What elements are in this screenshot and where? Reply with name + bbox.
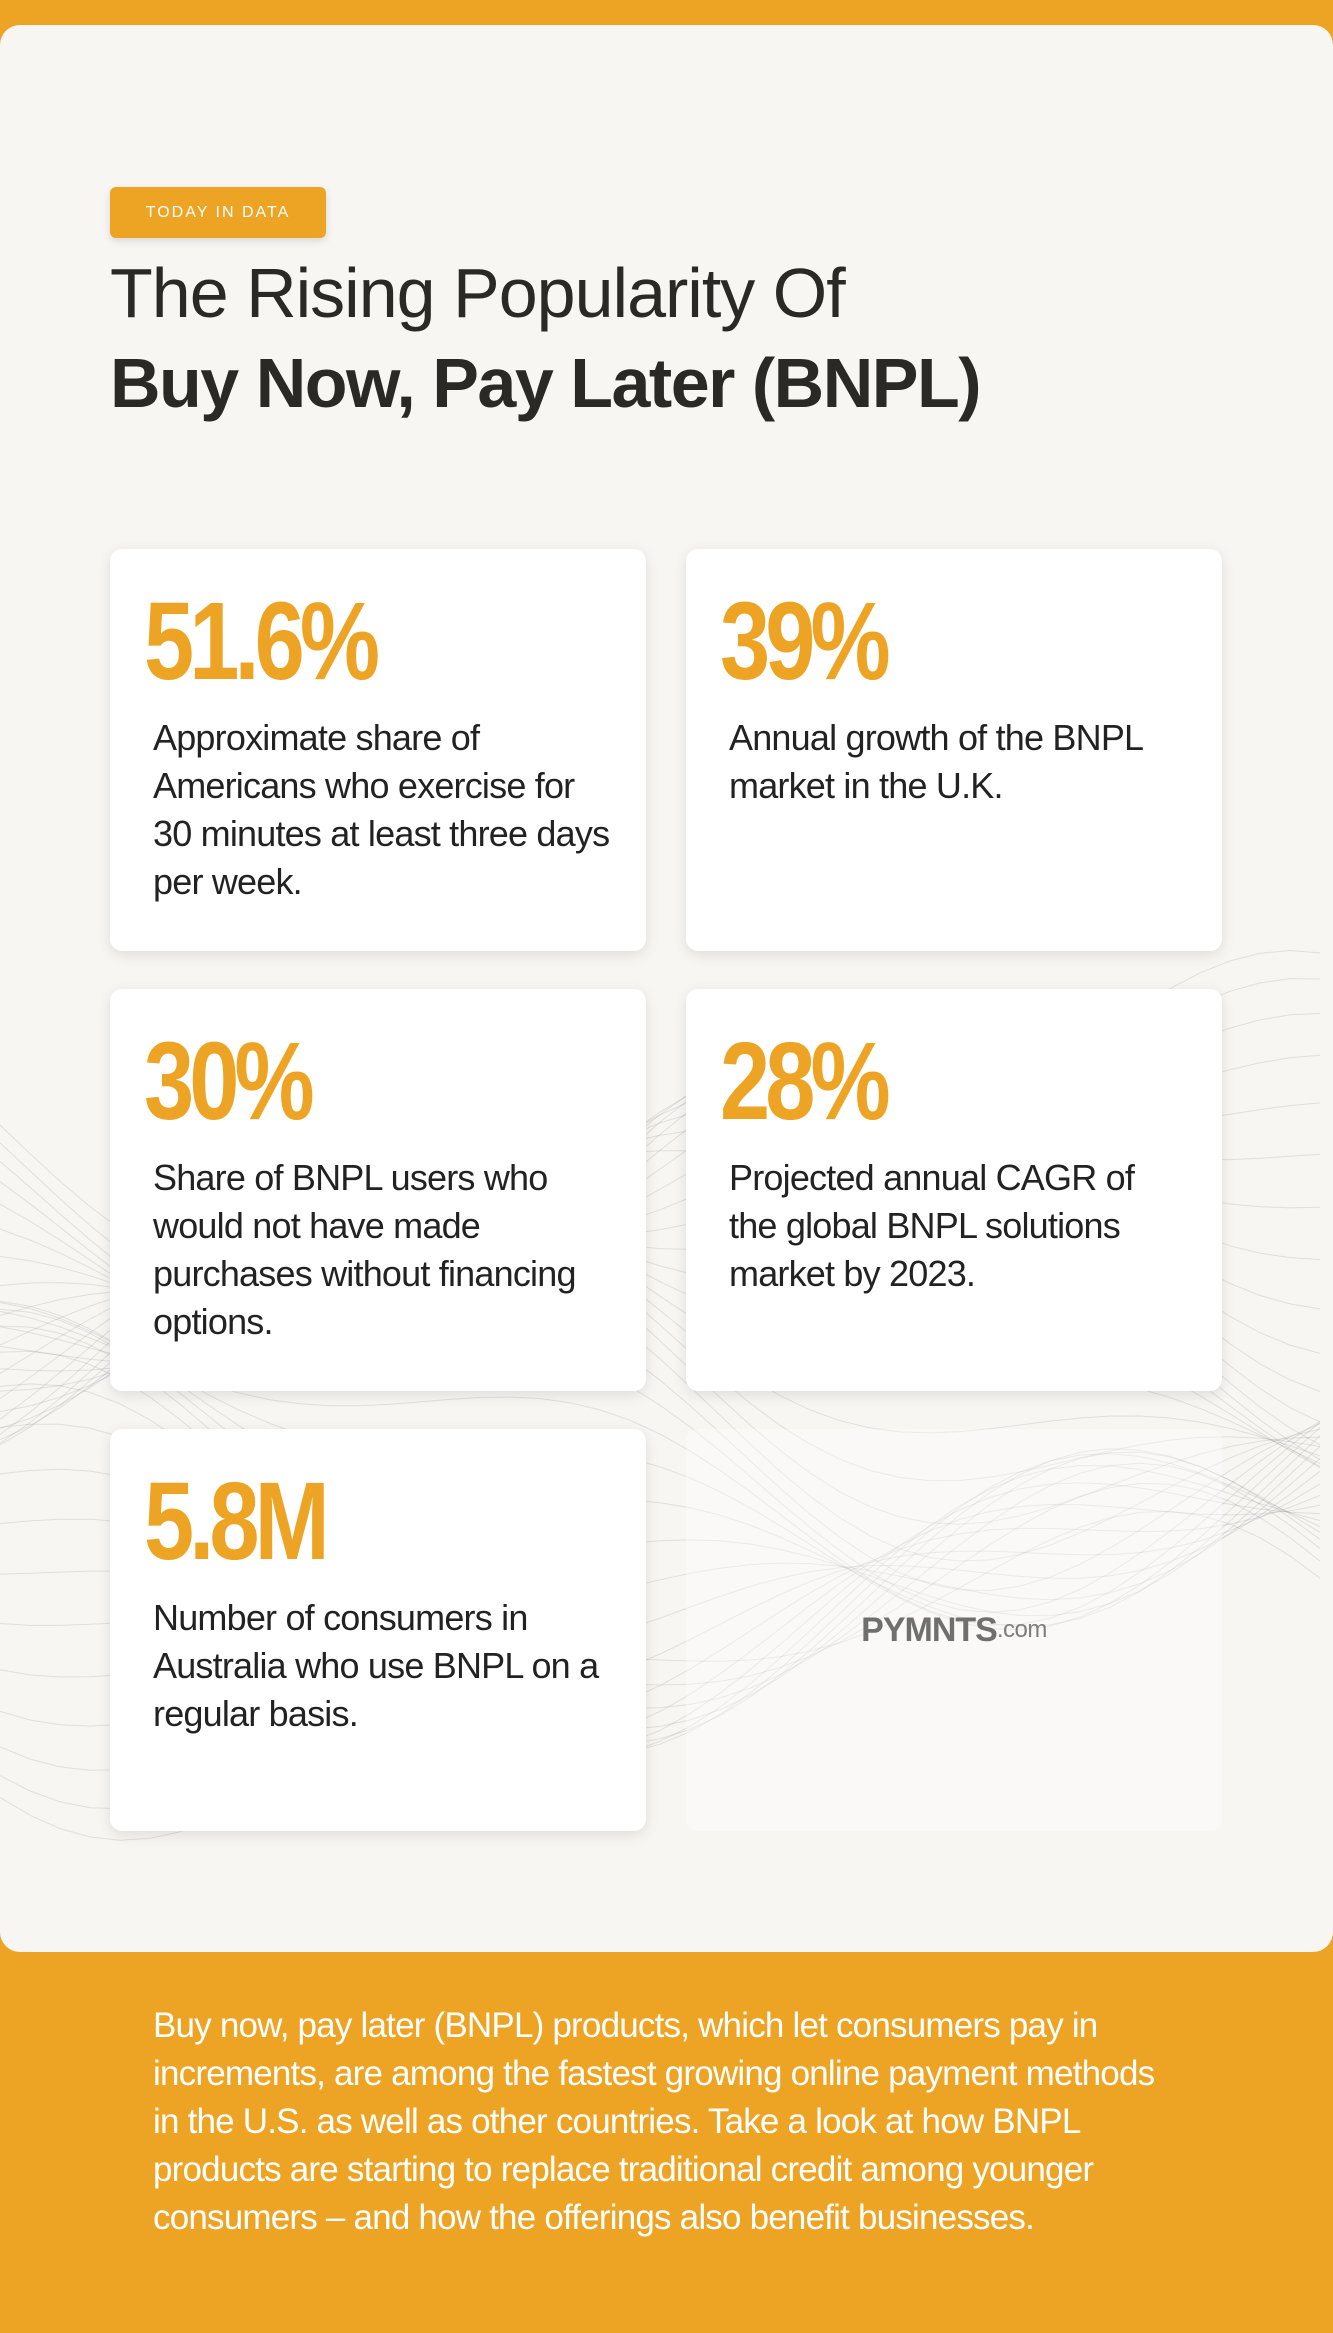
stat-description: Approximate share of Americans who exerc… bbox=[153, 717, 610, 902]
stat-card: 51.6% Approximate share of Americans who … bbox=[110, 549, 646, 951]
mesh-line bbox=[0, 1302, 1321, 1631]
stat-value: 5.8M bbox=[144, 1460, 330, 1583]
footer-text: Buy now, pay later (BNPL) products, whic… bbox=[153, 2006, 1155, 2237]
stat-card: 39% Annual growth of the BNPL market in t… bbox=[686, 549, 1222, 951]
stat-description: Projected annual CAGR of the global BNPL… bbox=[729, 1157, 1135, 1294]
mesh-line bbox=[0, 1300, 1321, 1628]
title-line-2: Buy Now, Pay Later (BNPL) bbox=[110, 344, 982, 422]
badge: TODAY IN DATA bbox=[110, 187, 326, 238]
stat-card: 30% Share of BNPL users who would not hav… bbox=[110, 989, 646, 1391]
logo: PYMNTS bbox=[861, 1610, 998, 1649]
stat-value: 39% bbox=[720, 580, 891, 703]
title-line-1: The Rising Popularity Of bbox=[110, 254, 846, 332]
stat-description: Annual growth of the BNPL market in the … bbox=[729, 717, 1143, 806]
logo-suffix: .com bbox=[996, 1616, 1048, 1643]
stat-value: 30% bbox=[144, 1020, 315, 1143]
content-panel: TODAY IN DATA The Rising Popularity Of B… bbox=[0, 25, 1333, 1952]
stat-description: Number of consumers in Australia who use… bbox=[153, 1597, 599, 1734]
mesh-line bbox=[0, 1308, 1321, 1617]
stat-value: 28% bbox=[720, 1020, 891, 1143]
logo-card: PYMNTS .com bbox=[686, 1429, 1222, 1831]
stat-value: 51.6% bbox=[144, 580, 380, 703]
stat-card: 28% Projected annual CAGR of the global B… bbox=[686, 989, 1222, 1391]
stat-description: Share of BNPL users who would not have m… bbox=[153, 1157, 576, 1342]
stat-card: 5.8M Number of consumers in Australia who… bbox=[110, 1429, 646, 1831]
